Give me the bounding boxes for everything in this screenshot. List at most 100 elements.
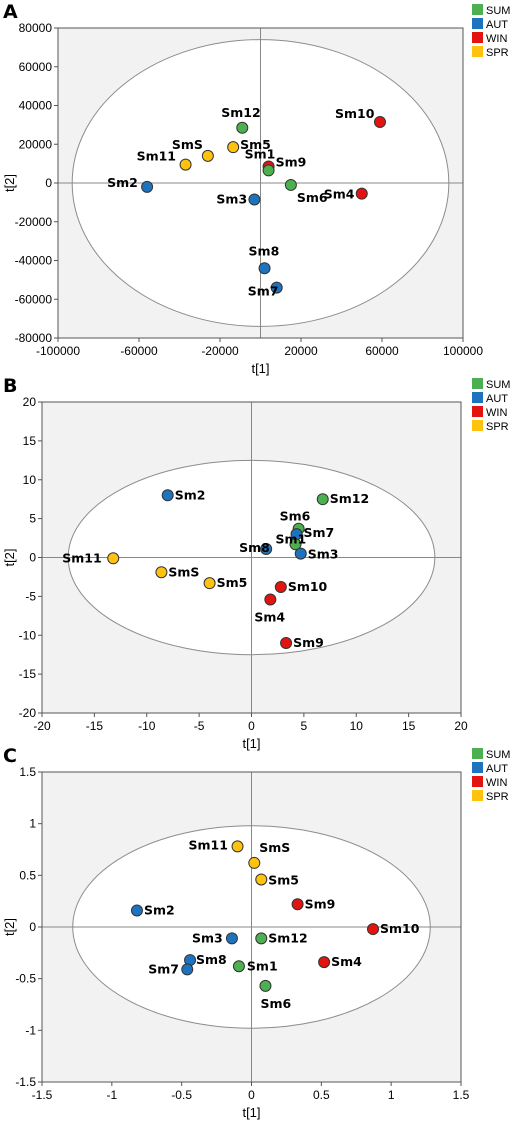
y-tick-label: -0.5: [15, 972, 36, 986]
y-tick-label: -60000: [15, 292, 53, 306]
data-point: [248, 193, 261, 206]
y-tick-label: 60000: [19, 60, 53, 74]
y-tick-label: 0.5: [19, 868, 36, 882]
data-point: [291, 898, 304, 911]
legend-entry: AUT: [486, 393, 508, 405]
point-label: Sm2: [175, 487, 206, 502]
point-label: Sm7: [248, 284, 279, 299]
legend-swatch: [472, 406, 483, 417]
y-tick-label: 20000: [19, 137, 53, 151]
point-label: Sm12: [268, 930, 307, 945]
data-point: [161, 489, 174, 502]
x-tick-label: 0.5: [313, 1088, 330, 1102]
x-tick-label: 20000: [284, 344, 318, 358]
point-label: Sm12: [221, 105, 260, 120]
data-point: [201, 149, 214, 162]
point-label: Sm8: [249, 243, 280, 258]
y-tick-label: 80000: [19, 21, 53, 35]
legend-swatch: [472, 18, 483, 29]
x-tick-label: -20000: [201, 344, 239, 358]
data-point: [316, 493, 329, 506]
point-label: Sm12: [330, 491, 369, 506]
x-tick-label: -0.5: [171, 1088, 192, 1102]
data-point: [262, 164, 275, 177]
y-tick-label: -1.5: [15, 1075, 36, 1089]
point-label: SmS: [168, 564, 199, 579]
x-tick-label: 10: [350, 719, 364, 733]
point-label: Sm11: [189, 837, 228, 852]
y-tick-label: -40000: [15, 254, 53, 268]
x-axis-label: t[1]: [242, 1105, 260, 1120]
x-axis-label: t[1]: [251, 361, 269, 376]
y-axis-label: t[2]: [2, 174, 17, 192]
point-label: SmS: [172, 137, 203, 152]
point-label: Sm8: [239, 540, 270, 555]
data-point: [203, 577, 216, 590]
legend-swatch: [472, 748, 483, 759]
data-point: [227, 141, 240, 154]
data-point: [130, 904, 143, 917]
data-point: [231, 840, 244, 853]
legend-swatch: [472, 392, 483, 403]
data-point: [255, 873, 268, 886]
point-label: Sm2: [107, 175, 138, 190]
point-label: Sm1: [245, 147, 276, 162]
data-point: [255, 932, 268, 945]
y-axis-label: t[2]: [2, 918, 17, 936]
data-point: [141, 180, 154, 193]
y-tick-label: -15: [19, 667, 37, 681]
legend: SUM AUT WIN SPR: [472, 4, 510, 59]
point-label: Sm6: [260, 996, 291, 1011]
point-label: Sm10: [335, 106, 375, 121]
y-tick-label: 15: [23, 434, 37, 448]
legend-entry: SUM: [486, 379, 510, 391]
data-point: [280, 637, 293, 650]
point-label: SmS: [259, 840, 290, 855]
y-tick-label: 10: [23, 473, 37, 487]
point-label: Sm5: [268, 872, 299, 887]
point-label: Sm10: [288, 579, 328, 594]
x-tick-label: 5: [301, 719, 308, 733]
y-tick-label: 1.5: [19, 765, 36, 779]
legend-entry: WIN: [486, 777, 507, 789]
x-tick-label: -5: [194, 719, 205, 733]
y-tick-label: 20: [23, 395, 37, 409]
point-label: Sm6: [297, 190, 328, 205]
y-tick-label: 0: [45, 176, 52, 190]
panel-A: A -100000 -60000 -20000 20000 60000 100000 8000…: [2, 1, 510, 376]
point-label: Sm4: [324, 187, 355, 202]
data-point: [274, 581, 287, 594]
x-tick-label: -1: [106, 1088, 117, 1102]
legend-entry: SUM: [486, 749, 510, 761]
legend-entry: AUT: [486, 19, 508, 31]
legend-swatch: [472, 4, 483, 15]
x-tick-label: 0: [248, 1088, 255, 1102]
point-label: Sm9: [276, 154, 307, 169]
legend: SUM AUT WIN SPR: [472, 378, 510, 433]
x-tick-label: 15: [402, 719, 416, 733]
point-label: Sm3: [216, 191, 247, 206]
legend-entry: SPR: [486, 791, 509, 803]
data-point: [181, 963, 194, 976]
data-point: [232, 960, 245, 973]
data-point: [284, 178, 297, 191]
y-tick-label: -80000: [15, 331, 53, 345]
data-point: [289, 538, 302, 551]
y-tick-label: 5: [29, 512, 36, 526]
y-tick-label: -20: [19, 706, 37, 720]
data-point: [260, 542, 273, 555]
data-point: [258, 262, 271, 275]
x-tick-label: -10: [138, 719, 156, 733]
legend-swatch: [472, 32, 483, 43]
data-point: [248, 856, 261, 869]
x-tick-label: 1.5: [453, 1088, 470, 1102]
y-tick-label: 0: [29, 551, 36, 565]
y-tick-label: 40000: [19, 99, 53, 113]
legend-swatch: [472, 790, 483, 801]
point-label: Sm1: [247, 958, 278, 973]
panel-letter: C: [3, 745, 17, 767]
data-point: [107, 552, 120, 565]
point-label: Sm11: [137, 149, 176, 164]
data-point: [225, 932, 238, 945]
